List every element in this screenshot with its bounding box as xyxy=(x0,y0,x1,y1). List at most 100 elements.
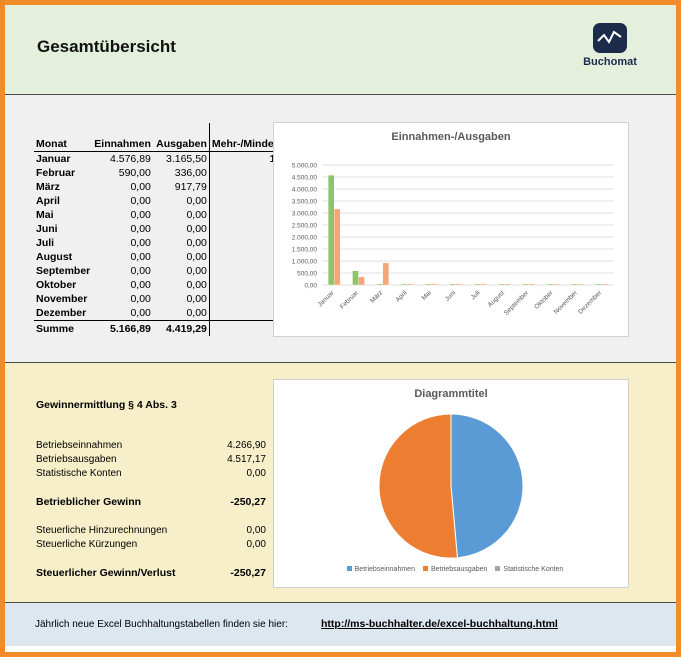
footer-link[interactable]: http://ms-buchhalter.de/excel-buchhaltun… xyxy=(321,618,558,630)
bar xyxy=(328,175,335,286)
cell-einnahmen: 0,00 xyxy=(130,307,151,319)
bar xyxy=(498,283,505,286)
value-steuerlicher-gewinn: -250,27 xyxy=(230,567,266,579)
bar xyxy=(358,276,365,286)
bar xyxy=(595,283,602,286)
value-betriebsausgaben: 4.517,17 xyxy=(227,454,266,465)
cell-month: November xyxy=(36,293,88,305)
cell-ausgaben: 3.165,50 xyxy=(152,151,210,166)
sum-einnahmen: 5.166,89 xyxy=(92,320,153,336)
x-tick-label: Juli xyxy=(470,289,482,301)
x-tick-label: März xyxy=(369,289,384,304)
x-tick-label: Januar xyxy=(317,289,337,309)
cell-ausgaben: 0,00 xyxy=(152,194,210,208)
legend-label: Betriebseinnahmen xyxy=(354,566,415,573)
legend-label: Betriebsausgaben xyxy=(430,566,488,573)
value-hinzurechnungen: 0,00 xyxy=(246,525,266,536)
label-steuerlicher-gewinn: Steuerlicher Gewinn/Verlust xyxy=(36,567,176,579)
x-tick-label: August xyxy=(487,289,506,308)
profit-section: Gewinnermittlung § 4 Abs. 3 Betriebseinn… xyxy=(5,363,676,603)
pie-chart-svg xyxy=(378,413,524,559)
cell-einnahmen: 0,00 xyxy=(130,293,151,305)
cell-einnahmen: 0,00 xyxy=(130,223,151,235)
overview-section: Mehr-/ Monat Einnahmen Ausgaben Mehr-/Mi… xyxy=(5,95,676,363)
bar xyxy=(376,283,383,286)
legend-swatch xyxy=(422,566,428,571)
x-tick-label: April xyxy=(394,289,409,304)
header-section: Gesamtübersicht Buchomat xyxy=(5,5,676,95)
header-einnahmen: Einnahmen xyxy=(92,137,153,152)
cell-month: Januar xyxy=(36,153,71,165)
monthly-table: Mehr-/ Monat Einnahmen Ausgaben Mehr-/Mi… xyxy=(34,123,312,336)
bar-chart: Einnahmen-/Ausgaben 0,00 500,00 1.000,00 1.… xyxy=(273,122,629,337)
sum-label: Summe xyxy=(34,320,93,336)
y-tick-label: 1.500,00 xyxy=(292,247,318,254)
pie-slice xyxy=(450,413,524,559)
cell-einnahmen: 0,00 xyxy=(130,251,151,263)
label-betriebsausgaben: Betriebsausgaben xyxy=(36,454,117,465)
y-tick-label: 2.000,00 xyxy=(292,235,318,242)
cell-einnahmen: 590,00 xyxy=(118,167,151,179)
y-tick-label: 3.500,00 xyxy=(292,199,318,206)
bar xyxy=(425,283,432,286)
footer-text: Jährlich neue Excel Buchhaltungstabellen… xyxy=(35,619,288,630)
label-statistische-konten: Statistische Konten xyxy=(36,468,122,479)
x-tick-label: September xyxy=(503,289,531,317)
bar xyxy=(571,283,578,286)
bar xyxy=(474,283,481,286)
cell-einnahmen: 0,00 xyxy=(130,237,151,249)
cell-month: Mai xyxy=(36,209,54,221)
legend-label: Statistische Konten xyxy=(503,566,564,573)
label-kuerzungen: Steuerliche Kürzungen xyxy=(36,539,138,550)
bar xyxy=(522,283,529,286)
legend-swatch xyxy=(495,566,501,571)
cell-ausgaben: 0,00 xyxy=(152,208,210,222)
cell-einnahmen: 0,00 xyxy=(130,279,151,291)
pie-legend: Betriebseinnahmen Betriebsausgaben Statist… xyxy=(274,566,628,573)
bar xyxy=(449,283,456,286)
logo-icon xyxy=(593,23,627,53)
cell-ausgaben: 0,00 xyxy=(152,306,210,321)
bar xyxy=(504,283,511,286)
x-tick-label: Oktober xyxy=(533,289,555,311)
sheet-frame: Gesamtübersicht Buchomat Mehr-/ Monat Ei… xyxy=(5,5,676,652)
value-betriebseinnahmen: 4.266,90 xyxy=(227,440,266,451)
x-tick-label: November xyxy=(553,289,580,316)
x-tick-label: Februar xyxy=(339,289,361,311)
bar xyxy=(601,283,608,286)
table-header-row-2: Monat Einnahmen Ausgaben Mehr-/Minderbet… xyxy=(34,137,312,152)
pie-slice xyxy=(378,413,458,559)
cell-einnahmen: 4.576,89 xyxy=(110,153,151,165)
label-hinzurechnungen: Steuerliche Hinzurechnungen xyxy=(36,525,168,536)
x-tick-label: Dezember xyxy=(577,289,604,316)
label-betriebseinnahmen: Betriebseinnahmen xyxy=(36,440,123,451)
cell-month: Oktober xyxy=(36,279,77,291)
x-tick-label: Mai xyxy=(421,289,433,301)
label-betrieblicher-gewinn: Betrieblicher Gewinn xyxy=(36,496,142,508)
cell-ausgaben: 917,79 xyxy=(152,180,210,194)
bar xyxy=(407,283,414,286)
header-ausgaben: Ausgaben xyxy=(152,137,210,152)
y-tick-label: 0,00 xyxy=(304,283,317,290)
logo-text: Buchomat xyxy=(583,56,637,68)
bar xyxy=(480,283,487,286)
cell-ausgaben: 0,00 xyxy=(152,222,210,236)
cell-month: Februar xyxy=(36,167,76,179)
pie-chart: Diagrammtitel Betriebseinnahmen Betriebsa… xyxy=(273,379,629,588)
cell-ausgaben: 0,00 xyxy=(152,236,210,250)
bar xyxy=(455,283,462,286)
y-tick-label: 4.000,00 xyxy=(292,187,318,194)
value-betrieblicher-gewinn: -250,27 xyxy=(230,496,266,508)
bar xyxy=(431,283,438,286)
y-tick-label: 1.000,00 xyxy=(292,259,318,266)
